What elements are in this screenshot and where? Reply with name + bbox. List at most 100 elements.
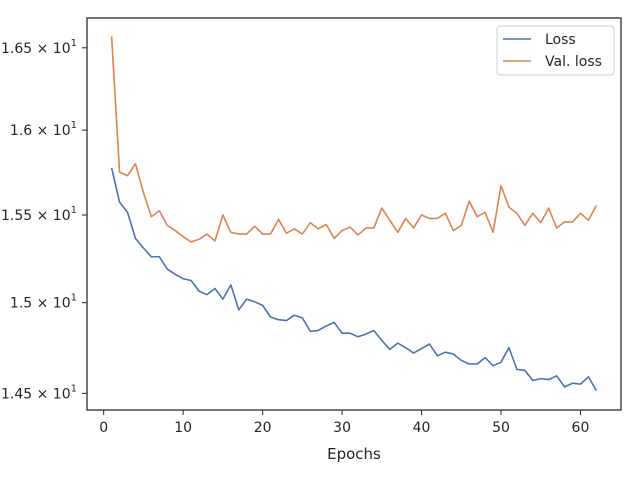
data-point-val-loss: [372, 227, 375, 230]
data-point-loss: [404, 346, 407, 349]
data-point-loss: [142, 247, 145, 250]
data-point-loss: [333, 321, 336, 324]
data-point-loss: [523, 369, 526, 372]
data-point-val-loss: [325, 223, 328, 226]
data-point-loss: [357, 335, 360, 338]
data-point-val-loss: [150, 215, 153, 218]
data-point-loss: [190, 279, 193, 282]
data-point-val-loss: [118, 171, 121, 174]
data-point-val-loss: [468, 200, 471, 203]
data-point-loss: [500, 361, 503, 364]
data-point-loss: [158, 255, 161, 258]
data-point-val-loss: [571, 221, 574, 224]
data-point-loss: [531, 379, 534, 382]
data-point-loss: [372, 329, 375, 332]
data-point-loss: [150, 255, 153, 258]
x-tick-label: 40: [413, 420, 431, 436]
data-point-val-loss: [206, 233, 209, 236]
data-point-val-loss: [221, 214, 224, 217]
data-point-loss: [166, 268, 169, 271]
y-axis-ticks: 1.45 × 101 1.5 × 101 1.55 × 101 1.6 × 101 1.…: [1, 38, 87, 402]
data-point-val-loss: [190, 240, 193, 243]
data-point-loss: [214, 287, 217, 290]
data-point-loss: [539, 377, 542, 380]
data-point-val-loss: [547, 207, 550, 210]
data-point-val-loss: [404, 217, 407, 220]
data-point-val-loss: [436, 217, 439, 220]
data-point-loss: [221, 298, 224, 301]
data-point-val-loss: [428, 217, 431, 220]
data-point-loss: [571, 382, 574, 385]
legend-label-val-loss: Val. loss: [545, 54, 602, 70]
plot-area: [110, 36, 598, 392]
series-line-val-loss: [110, 36, 598, 243]
y-tick-label: 1.6 × 101: [10, 120, 77, 139]
data-point-val-loss: [245, 233, 248, 236]
data-point-loss: [118, 201, 121, 204]
data-point-loss: [110, 167, 113, 170]
data-point-loss: [420, 347, 423, 350]
data-point-val-loss: [531, 212, 534, 215]
data-point-loss: [317, 329, 320, 332]
data-point-loss: [126, 211, 129, 214]
data-point-val-loss: [253, 225, 256, 228]
y-tick-label: 1.45 × 101: [1, 383, 77, 402]
data-point-val-loss: [380, 207, 383, 210]
data-point-val-loss: [563, 221, 566, 224]
x-tick-label: 50: [492, 420, 510, 436]
data-point-val-loss: [182, 235, 185, 238]
x-axis-label: Epochs: [327, 445, 381, 463]
data-point-val-loss: [277, 218, 280, 221]
data-point-loss: [325, 325, 328, 328]
data-point-loss: [595, 389, 598, 392]
x-tick-label: 30: [333, 420, 351, 436]
data-point-loss: [555, 374, 558, 377]
data-point-val-loss: [412, 227, 415, 230]
legend-label-loss: Loss: [545, 32, 576, 48]
data-point-loss: [269, 316, 272, 319]
data-point-loss: [412, 352, 415, 355]
data-point-val-loss: [452, 229, 455, 232]
data-point-val-loss: [500, 184, 503, 187]
data-point-val-loss: [349, 226, 352, 229]
data-point-loss: [492, 364, 495, 367]
data-point-val-loss: [261, 233, 264, 236]
x-tick-label: 0: [99, 420, 108, 436]
data-point-loss: [380, 339, 383, 342]
data-point-loss: [174, 273, 177, 276]
data-point-val-loss: [587, 219, 590, 222]
data-point-val-loss: [309, 221, 312, 224]
data-point-loss: [237, 308, 240, 311]
data-point-val-loss: [237, 233, 240, 236]
data-point-val-loss: [420, 214, 423, 217]
data-point-loss: [206, 293, 209, 296]
data-point-loss: [563, 386, 566, 389]
x-tick-label: 60: [572, 420, 590, 436]
y-tick-label: 1.65 × 101: [1, 38, 77, 57]
data-point-val-loss: [555, 227, 558, 230]
data-point-loss: [452, 353, 455, 356]
data-point-loss: [229, 284, 232, 287]
data-point-val-loss: [357, 234, 360, 237]
data-point-loss: [460, 359, 463, 362]
y-tick-label: 1.5 × 101: [10, 293, 77, 312]
data-point-loss: [301, 316, 304, 319]
data-point-loss: [277, 318, 280, 321]
data-point-loss: [293, 314, 296, 317]
data-point-val-loss: [492, 231, 495, 234]
x-tick-label: 20: [254, 420, 272, 436]
data-point-val-loss: [214, 240, 217, 243]
data-point-loss: [444, 351, 447, 354]
data-point-loss: [468, 363, 471, 366]
data-point-loss: [428, 343, 431, 346]
data-point-val-loss: [444, 212, 447, 215]
data-point-val-loss: [198, 238, 201, 241]
data-point-val-loss: [285, 232, 288, 235]
data-point-val-loss: [523, 224, 526, 227]
data-point-val-loss: [293, 227, 296, 230]
data-point-loss: [285, 319, 288, 322]
data-point-loss: [253, 300, 256, 303]
data-point-val-loss: [229, 231, 232, 234]
data-point-val-loss: [365, 227, 368, 230]
legend: Loss Val. loss: [496, 25, 615, 76]
